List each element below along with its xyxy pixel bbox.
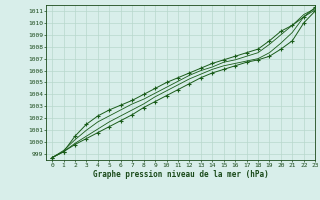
X-axis label: Graphe pression niveau de la mer (hPa): Graphe pression niveau de la mer (hPa) [93,170,269,179]
